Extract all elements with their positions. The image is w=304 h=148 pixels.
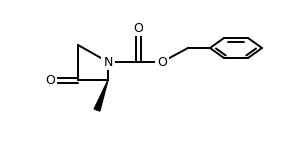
Text: O: O xyxy=(45,74,55,86)
Text: N: N xyxy=(103,56,113,69)
Polygon shape xyxy=(94,80,108,111)
Text: O: O xyxy=(133,21,143,34)
Text: O: O xyxy=(157,56,167,69)
